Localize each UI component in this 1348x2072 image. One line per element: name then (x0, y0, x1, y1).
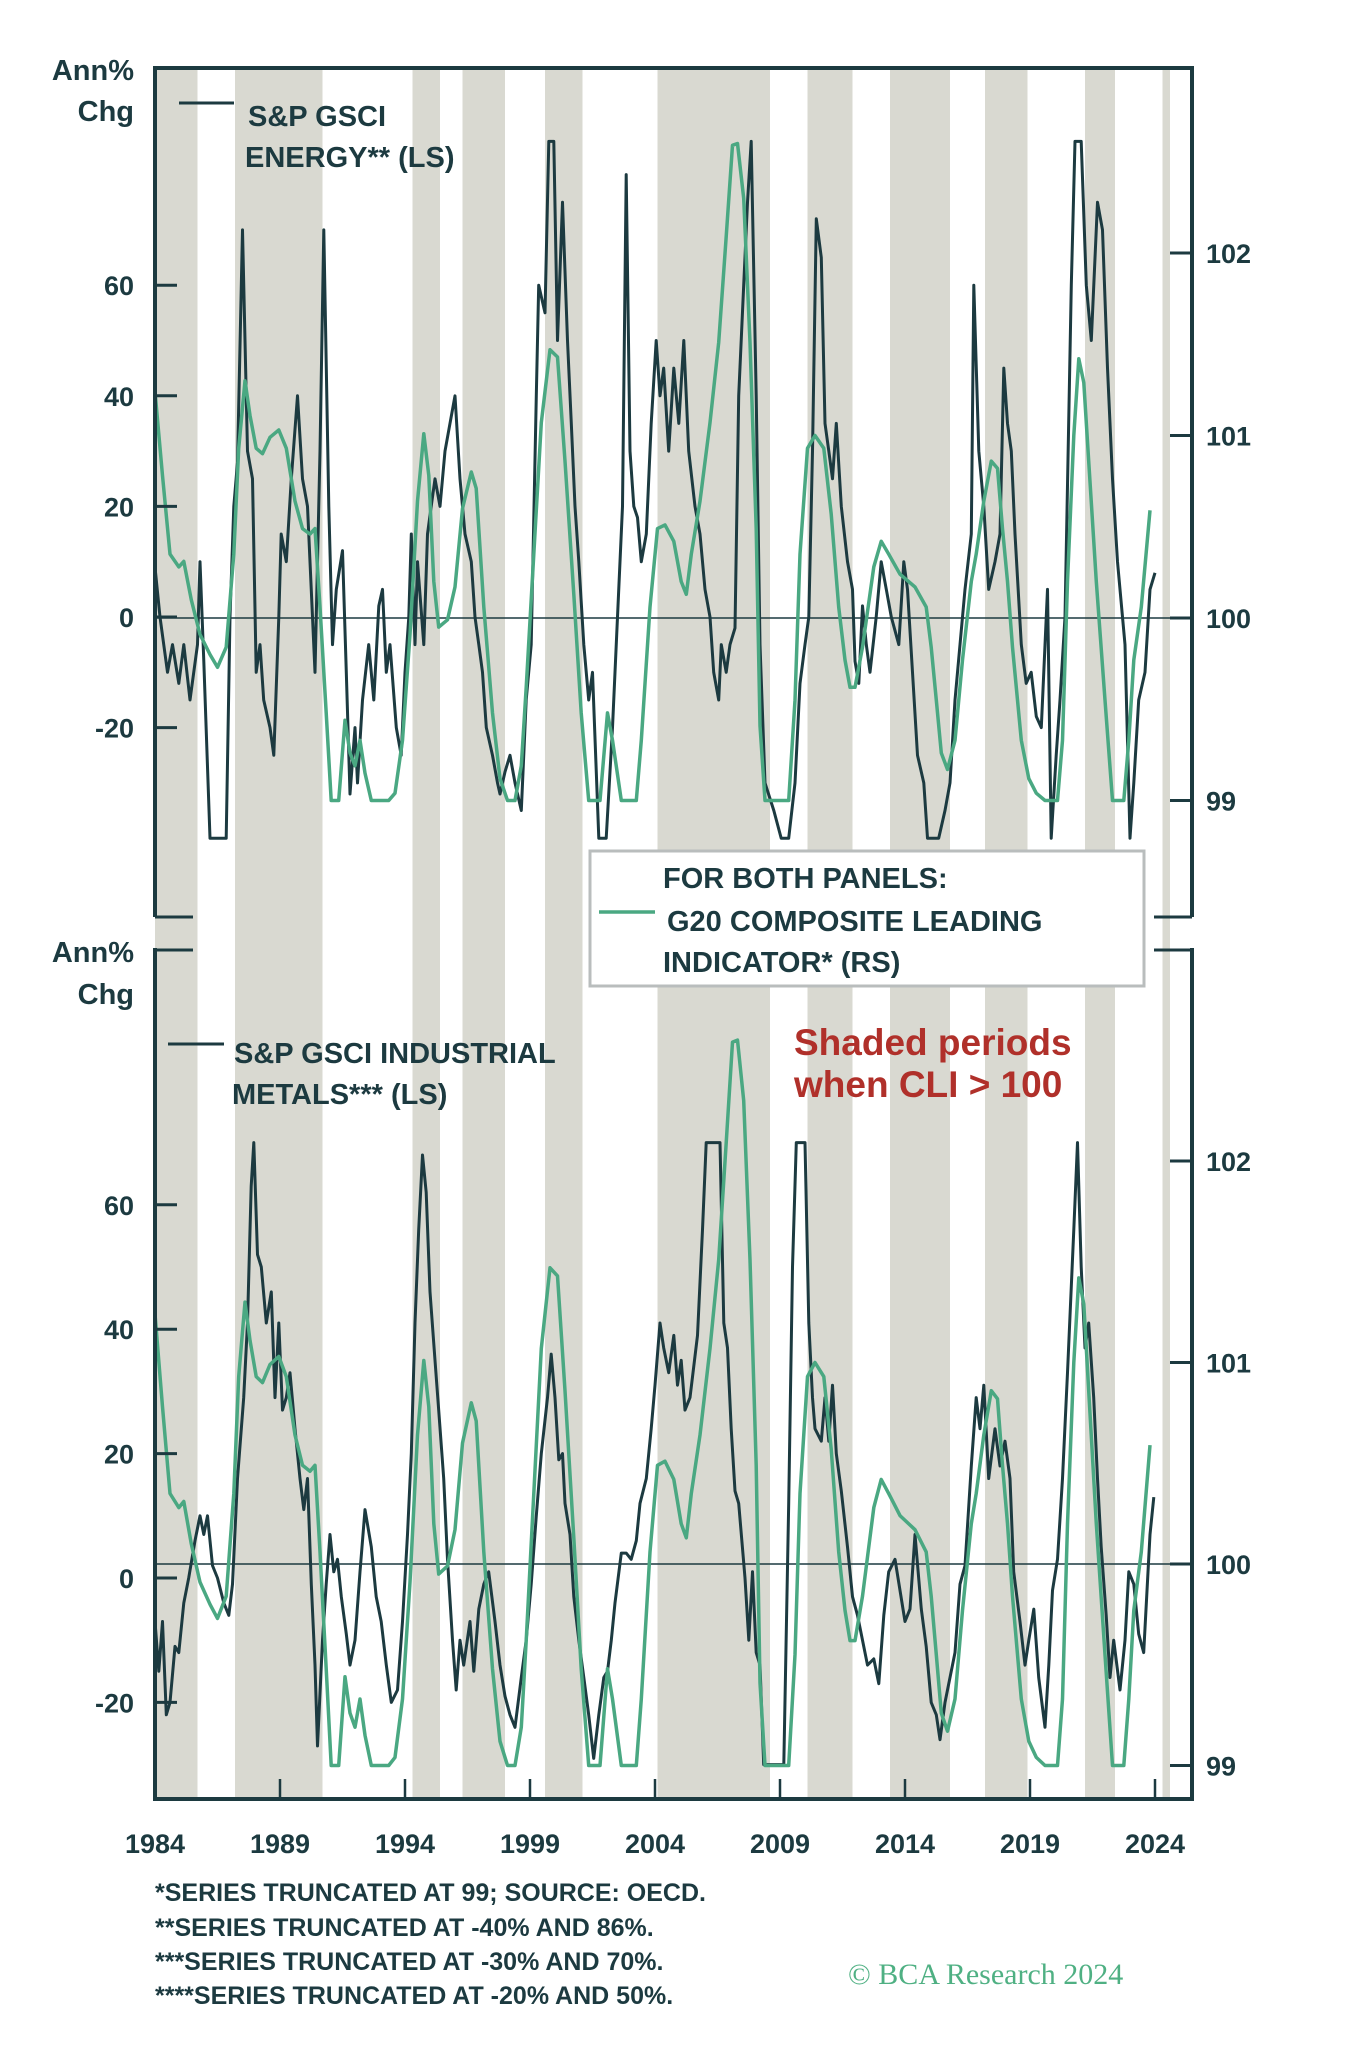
energy-legend-line2: ENERGY** (LS) (245, 142, 454, 174)
right-axis-tick-label: 101 (1206, 422, 1251, 452)
right-axis-tick-label: 102 (1206, 1147, 1251, 1177)
energy-series-line (153, 139, 1157, 840)
plot-lines (153, 139, 1192, 1768)
copyright-logo: © BCA Research 2024 (848, 1958, 1123, 1991)
left-axis-tick-label: 40 (104, 382, 134, 412)
footnote-4: ****SERIES TRUNCATED AT -20% AND 50%. (155, 1982, 673, 2010)
cli-series-line (153, 141, 1152, 803)
metals-series-line (153, 1141, 1156, 1767)
footnote-3: ***SERIES TRUNCATED AT -30% AND 70%. (155, 1948, 663, 1976)
right-axis-tick-label: 100 (1206, 604, 1251, 634)
metals-legend-line1: S&P GSCI INDUSTRIAL (234, 1038, 556, 1070)
bottom-left-axis-label-line1: Ann% (52, 937, 134, 969)
shaded-period (155, 68, 198, 1799)
x-axis-tick-label: 2004 (625, 1829, 685, 1859)
cli-legend-box (588, 849, 1146, 988)
shading-annotation-line2: when CLI > 100 (793, 1064, 1062, 1105)
right-axis-tick-label: 101 (1206, 1349, 1251, 1379)
shading-annotation-line1: Shaded periods (794, 1022, 1072, 1063)
left-axis-tick-label: 20 (104, 492, 134, 522)
x-axis-tick-label: 2024 (1125, 1829, 1185, 1859)
left-axis-tick-label: -20 (95, 714, 134, 744)
cli-legend-line1: FOR BOTH PANELS: (663, 863, 948, 895)
shaded-period (1162, 68, 1170, 1799)
left-axis-tick-label: 20 (104, 1440, 134, 1470)
left-axis-tick-label: -20 (95, 1688, 134, 1718)
top-left-axis-label-line1: Ann% (52, 55, 134, 87)
right-axis-tick-label: 102 (1206, 239, 1251, 269)
cli-legend-line2: G20 COMPOSITE LEADING (667, 906, 1042, 938)
x-axis-tick-label: 2019 (1000, 1829, 1060, 1859)
left-axis-tick-label: 60 (104, 1191, 134, 1221)
x-axis-tick-label: 1989 (250, 1829, 310, 1859)
shaded-period (412, 68, 440, 1799)
x-axis-tick-label: 1999 (500, 1829, 560, 1859)
bottom-left-axis-label-line2: Chg (78, 979, 134, 1011)
x-axis-tick-label: 1994 (375, 1829, 435, 1859)
energy-legend-line1: S&P GSCI (248, 101, 386, 133)
left-axis-tick-label: 60 (104, 271, 134, 301)
x-axis-tick-label: 1984 (125, 1829, 185, 1859)
shaded-period (545, 68, 583, 1799)
footnote-1: *SERIES TRUNCATED AT 99; SOURCE: OECD. (155, 1879, 706, 1907)
right-axis-tick-label: 99 (1206, 787, 1236, 817)
left-axis-tick-label: 40 (104, 1315, 134, 1345)
x-axis-tick-label: 2009 (750, 1829, 810, 1859)
footnote-2: **SERIES TRUNCATED AT -40% AND 86%. (155, 1914, 654, 1942)
cli-legend-line3: INDICATOR* (RS) (663, 947, 900, 979)
top-left-axis-label-line2: Chg (78, 96, 134, 128)
cli-series-line (153, 1038, 1152, 1768)
right-axis-tick-label: 100 (1206, 1550, 1251, 1580)
left-axis-tick-label: 0 (119, 603, 134, 633)
shaded-period (462, 68, 505, 1799)
right-axis-tick-label: 99 (1206, 1752, 1236, 1782)
left-axis-tick-label: 0 (119, 1564, 134, 1594)
axes: 60 40 20 0 -20 102 101 100 99 60 40 20 0 -20 102 101 100… (95, 66, 1251, 1859)
metals-legend-line2: METALS*** (LS) (232, 1079, 447, 1111)
x-axis-tick-label: 2014 (875, 1829, 935, 1859)
